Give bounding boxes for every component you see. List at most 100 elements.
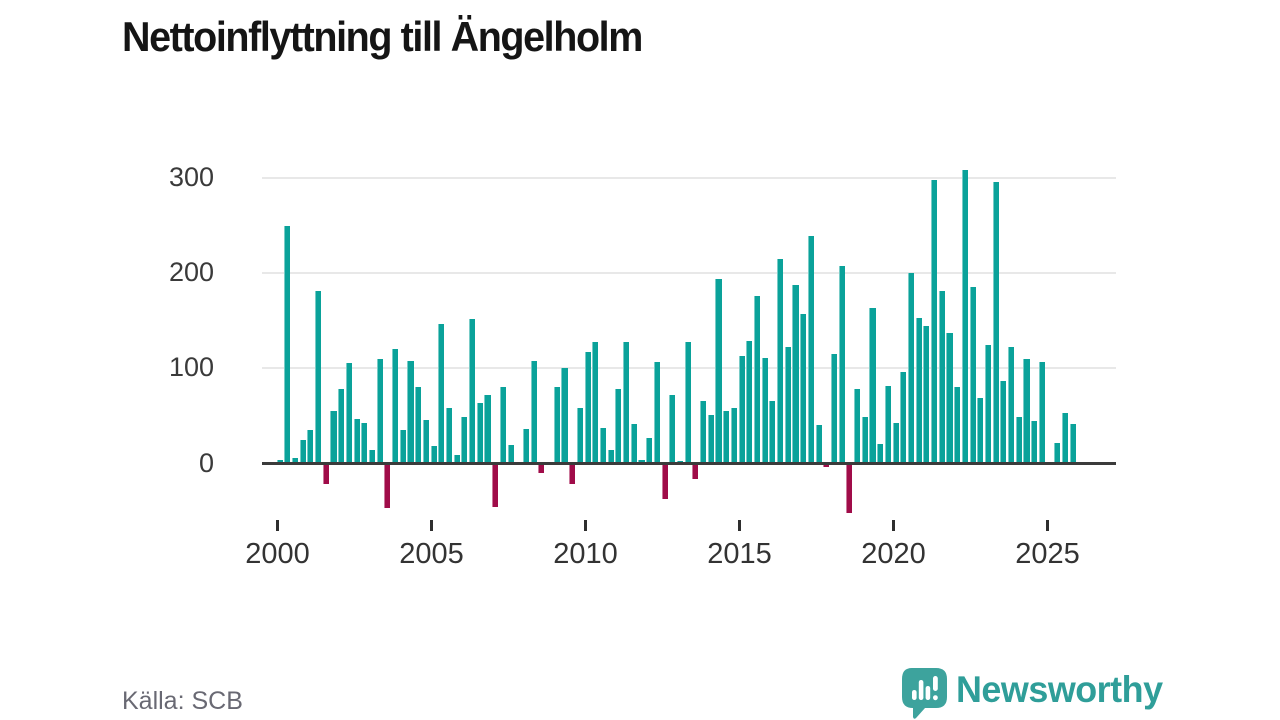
bar-2006-q3 [476, 403, 483, 464]
bar-2002-q4 [361, 422, 368, 464]
bar-2018-q3 [846, 465, 853, 513]
bar-2001-q4 [330, 411, 337, 464]
bar-2025-q3 [1061, 412, 1069, 464]
bar-2009-q2 [561, 368, 568, 464]
bar-2025-q2 [1054, 443, 1061, 464]
newsworthy-logo: Newsworthy [899, 666, 1163, 720]
x-axis-zero-line [262, 462, 1116, 465]
bar-2006-q4 [484, 394, 491, 464]
bar-2021-q4 [946, 332, 953, 464]
bar-2024-q2 [1023, 358, 1030, 464]
bar-2021-q3 [938, 291, 945, 464]
y-axis-label-300: 300 [168, 161, 214, 192]
bar-2003-q4 [392, 349, 399, 464]
bar-2018-q2 [838, 266, 845, 464]
bar-2016-q3 [784, 347, 791, 464]
gridline-200 [262, 271, 1116, 274]
bar-2015-q2 [746, 340, 753, 464]
bar-2018-q1 [830, 353, 838, 464]
y-axis-label-100: 100 [168, 352, 214, 383]
x-axis-label-2025: 2025 [1015, 538, 1080, 570]
bar-2005-q2 [438, 324, 445, 464]
bar-2022-q4 [977, 397, 984, 464]
bar-2011-q4 [638, 459, 645, 464]
bar-2016-q4 [792, 285, 799, 464]
bar-2004-q3 [415, 387, 422, 464]
bar-2017-q1 [800, 313, 807, 464]
x-axis-tick-2015 [738, 520, 741, 531]
bar-2019-q3 [877, 444, 884, 464]
bar-2020-q1 [892, 422, 899, 464]
bar-2011-q1 [615, 389, 622, 464]
bar-2007-q1 [492, 465, 499, 507]
bar-2020-q3 [907, 272, 915, 464]
gridline-300 [262, 176, 1116, 179]
y-axis-label-0: 0 [198, 447, 214, 478]
bar-2006-q1 [461, 416, 468, 464]
bar-2011-q2 [623, 341, 630, 464]
x-axis-tick-2000 [276, 520, 279, 531]
bar-2002-q2 [345, 363, 352, 464]
bar-2001-q2 [315, 291, 322, 464]
bar-2010-q4 [607, 450, 614, 464]
bar-2000-q4 [299, 439, 306, 464]
x-axis-tick-2025 [1046, 520, 1049, 531]
bar-2007-q3 [507, 445, 514, 464]
newsworthy-logo-text: Newsworthy [956, 669, 1163, 710]
bar-2012-q2 [653, 362, 660, 464]
x-axis-label-2010: 2010 [553, 538, 618, 570]
bar-2005-q1 [430, 446, 437, 464]
bar-2011-q3 [630, 424, 637, 464]
bar-2000-q3 [291, 457, 299, 464]
bar-2009-q1 [553, 387, 560, 464]
bar-2014-q3 [723, 411, 730, 464]
bar-2010-q2 [592, 341, 599, 464]
bar-2018-q4 [854, 389, 861, 464]
bar-2012-q3 [661, 465, 668, 500]
bar-2009-q3 [569, 465, 576, 485]
bar-2001-q3 [322, 465, 329, 485]
bar-2008-q2 [530, 360, 537, 464]
x-axis-label-2015: 2015 [707, 538, 772, 570]
bar-2008-q1 [522, 429, 530, 464]
x-axis-tick-2020 [892, 520, 895, 531]
bar-2024-q1 [1015, 416, 1022, 464]
bar-2012-q1 [646, 437, 653, 464]
bar-2017-q2 [807, 235, 814, 464]
bar-2017-q3 [815, 425, 822, 464]
bar-2015-q1 [738, 355, 745, 464]
bar-2023-q1 [984, 345, 992, 464]
bar-2001-q1 [307, 430, 314, 464]
chart-title: Nettoinflyttning till Ängelholm [122, 13, 643, 60]
bar-2022-q1 [954, 387, 961, 464]
bar-2013-q4 [700, 400, 707, 464]
bar-2015-q4 [761, 357, 768, 464]
bar-2014-q1 [707, 414, 714, 464]
bar-2007-q2 [499, 387, 506, 464]
x-axis-label-2020: 2020 [861, 538, 926, 570]
bar-2023-q4 [1008, 347, 1015, 464]
bar-2022-q3 [969, 287, 976, 464]
bar-2015-q3 [753, 295, 761, 464]
x-axis-tick-2005 [430, 520, 433, 531]
bar-2004-q2 [407, 360, 414, 464]
bar-2005-q4 [453, 454, 460, 464]
bar-2020-q4 [915, 317, 922, 464]
bar-2010-q3 [599, 428, 607, 464]
bar-2023-q2 [992, 182, 999, 464]
x-axis-label-2000: 2000 [245, 538, 310, 570]
bar-2002-q3 [353, 418, 360, 464]
bar-2012-q4 [669, 394, 676, 464]
y-axis-label-200: 200 [168, 256, 214, 287]
bar-2016-q2 [777, 258, 784, 464]
x-axis-tick-2010 [584, 520, 587, 531]
bar-2003-q3 [384, 465, 391, 508]
bar-2004-q4 [422, 419, 429, 464]
bar-2013-q2 [684, 341, 691, 464]
bar-2003-q2 [376, 358, 383, 464]
bar-2019-q4 [884, 386, 891, 464]
bar-2023-q3 [1000, 380, 1007, 464]
x-axis-label-2005: 2005 [399, 538, 464, 570]
